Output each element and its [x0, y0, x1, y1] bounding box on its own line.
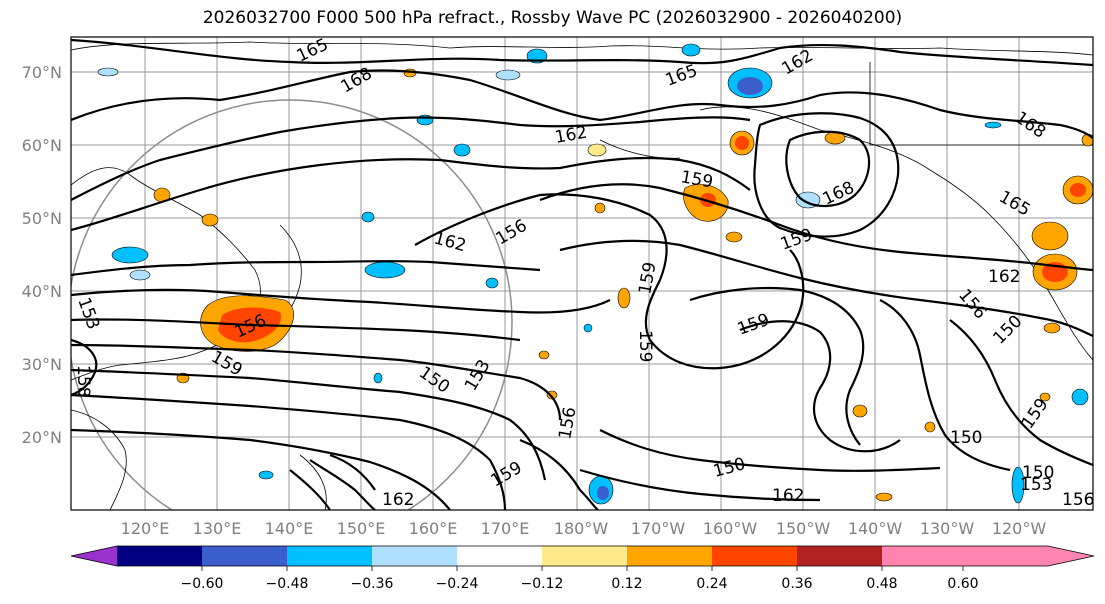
colorbar-segment — [287, 546, 372, 566]
colorbar-segment — [542, 546, 627, 566]
lon-label: 130°E — [193, 519, 242, 538]
colorbar-segment — [712, 546, 797, 566]
lat-label: 50°N — [22, 209, 62, 228]
coastlines — [71, 41, 1093, 510]
contour-label: 150 — [1022, 463, 1054, 483]
lat-label: 70°N — [22, 63, 62, 82]
contour-label: 150 — [950, 428, 982, 448]
lat-label: 30°N — [22, 355, 62, 374]
contour-label: 162 — [382, 490, 414, 510]
lon-label: 120°E — [121, 519, 170, 538]
colorbar-tick-label: 0.12 — [611, 576, 642, 592]
colorbar-tick-label: 0.24 — [696, 576, 727, 592]
colorbar-tick-label: −0.24 — [436, 576, 479, 592]
radius-circle — [71, 99, 513, 510]
colorbar-segment — [797, 546, 882, 566]
colorbar-segment — [117, 546, 202, 566]
contour-label: 159 — [635, 330, 655, 362]
contours — [71, 38, 1093, 510]
lon-label: 140°W — [848, 519, 903, 538]
lon-label: 180°W — [554, 519, 609, 538]
lon-label: 150°E — [337, 519, 386, 538]
colorbar-tick-label: −0.12 — [521, 576, 564, 592]
lon-label: 170°W — [631, 519, 686, 538]
lon-label: 140°E — [265, 519, 314, 538]
colorbar-segment — [457, 546, 542, 566]
map-border — [70, 36, 1094, 511]
longitude-axis: 120°E 130°E 140°E 150°E 160°E 170°E 180°… — [121, 519, 1047, 538]
colorbar-extend-max — [963, 546, 1094, 566]
lon-label: 130°W — [920, 519, 975, 538]
colorbar-tick-label: 0.48 — [866, 576, 897, 592]
colorbar-tick-label: −0.36 — [351, 576, 394, 592]
lon-label: 160°E — [409, 519, 458, 538]
lon-label: 150°W — [776, 519, 831, 538]
colorbar-segment — [202, 546, 287, 566]
lon-label: 120°W — [992, 519, 1047, 538]
colorbar: −0.60 −0.48 −0.36 −0.24 −0.12 0.12 0.24 … — [70, 545, 1095, 592]
contour-label: 153 — [1020, 475, 1052, 495]
contour-label: 158 — [73, 365, 93, 397]
colorbar-extend-min — [71, 546, 117, 566]
colorbar-tick-label: 0.60 — [947, 576, 978, 592]
colorbar-tick-label: 0.36 — [781, 576, 812, 592]
colorbar-tick-label: −0.48 — [266, 576, 309, 592]
lon-label: 170°E — [481, 519, 530, 538]
lat-label: 20°N — [22, 428, 62, 447]
map-title: 2026032700 F000 500 hPa refract., Rossby… — [202, 8, 903, 28]
colorbar-segment — [627, 546, 712, 566]
colorbar-segment — [882, 546, 963, 566]
colorbar-segment — [372, 546, 457, 566]
contour-label-group: 165 168 165 162 162 168 159 168 159 162 … — [73, 35, 1094, 510]
contour-label: 156 — [1062, 490, 1094, 510]
lon-label: 160°W — [703, 519, 758, 538]
latitude-axis: 70°N 60°N 50°N 40°N 30°N 20°N — [22, 63, 62, 447]
contour-label: 162 — [988, 267, 1020, 287]
lat-label: 40°N — [22, 282, 62, 301]
contour-label: 162 — [772, 486, 804, 506]
colorbar-tick-label: −0.60 — [181, 576, 224, 592]
lat-label: 60°N — [22, 136, 62, 155]
